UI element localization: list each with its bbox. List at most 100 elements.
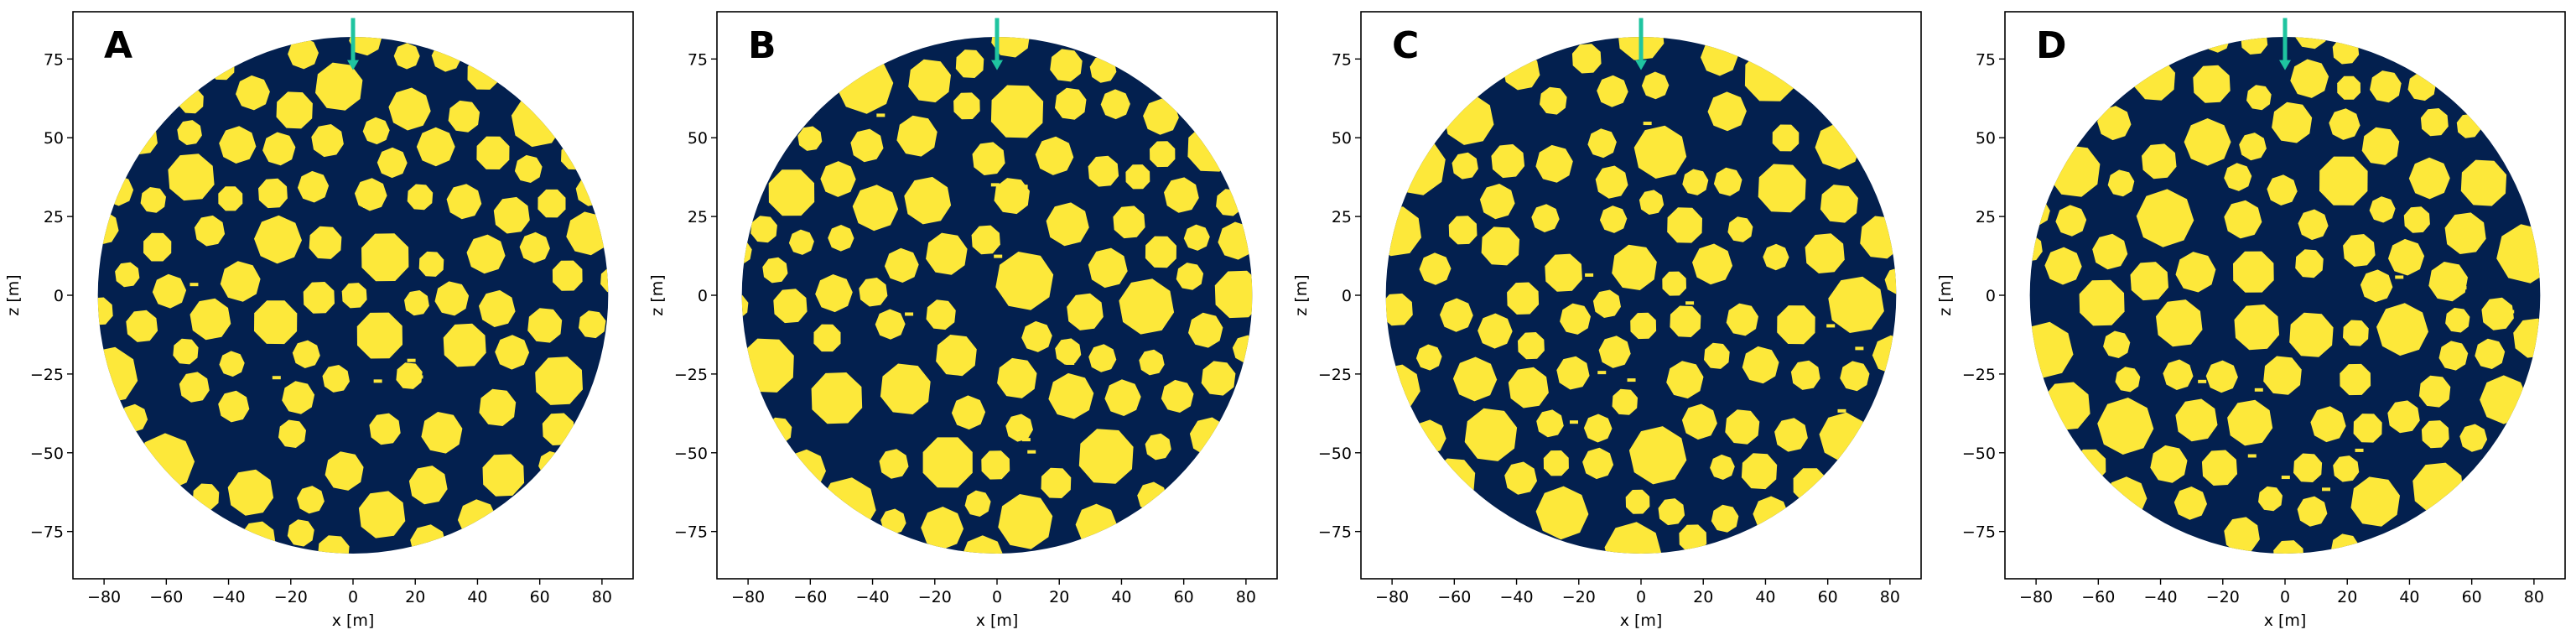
inclusion-grain [519, 232, 550, 263]
inclusion-grain [354, 178, 387, 211]
inclusion-grain [991, 37, 1031, 58]
inclusion-grain [2092, 233, 2128, 270]
inclusion-grain [236, 75, 270, 111]
inclusion-grain [2205, 360, 2238, 393]
inclusion-grain [1711, 504, 1739, 533]
inclusion-grain [1125, 164, 1150, 190]
inclusion-grain [358, 491, 406, 539]
y-tick-label: 50 [1332, 129, 1352, 148]
inclusion-grain [2227, 399, 2273, 446]
x-tick-label: 0 [1636, 588, 1646, 606]
inclusion-grain [1531, 204, 1560, 232]
inclusion-grain [2460, 159, 2507, 206]
inclusion-grain [2343, 320, 2369, 346]
inclusion-grain [2184, 118, 2231, 166]
inclusion-grain [311, 124, 344, 158]
inclusion-grain [1504, 461, 1537, 495]
inclusion-grain [1633, 125, 1687, 179]
x-tick-label: −20 [918, 588, 952, 606]
inclusion-grain [2272, 101, 2313, 143]
inclusion-grain [1464, 408, 1518, 461]
x-tick-label: 80 [2524, 588, 2544, 606]
inclusion-grain [2224, 517, 2260, 554]
inclusion-grain [1741, 453, 1778, 490]
inclusion-grain [1201, 361, 1236, 396]
inclusions [1385, 37, 1897, 554]
x-tick-label: 0 [2280, 588, 2290, 606]
inclusion-fragment [990, 183, 1000, 187]
inclusion-fragment [994, 254, 1003, 258]
inclusion-grain [1478, 313, 1513, 349]
inclusion-fragment [2506, 310, 2515, 314]
inclusion-grain [1641, 71, 1670, 100]
inclusion-grain [908, 59, 951, 103]
inclusion-grain [2340, 363, 2371, 396]
inclusion-grain [297, 486, 325, 514]
inclusion-grain [1774, 418, 1808, 452]
x-tick-label: 20 [1049, 588, 1069, 606]
inclusion-grain [2353, 414, 2382, 443]
inclusion-grain [600, 267, 609, 293]
x-tick-label: 40 [1755, 588, 1775, 606]
inclusion-grain [1088, 344, 1117, 372]
inclusion-grain [421, 412, 463, 454]
y-tick-label: −75 [1962, 523, 1996, 542]
y-tick-label: 50 [1976, 129, 1996, 148]
inclusion-grain [990, 85, 1044, 138]
inclusion-grain [2428, 262, 2468, 302]
inclusion-grain [1055, 87, 1087, 120]
inclusion-fragment [938, 187, 948, 191]
inclusion-grain [1805, 233, 1845, 273]
y-tick-label: −50 [1962, 445, 1996, 463]
inclusion-grain [448, 100, 480, 133]
inclusion-grain [2193, 65, 2231, 103]
inclusion-grain [2107, 169, 2135, 197]
y-axis-label: z [m] [1936, 274, 1955, 315]
inclusion-grain [97, 297, 113, 325]
x-tick-label: −80 [731, 588, 765, 606]
inclusion-grain [820, 161, 856, 197]
inclusion-grain [1183, 224, 1210, 251]
y-tick-label: 0 [698, 287, 708, 305]
inclusion-grain [2142, 143, 2177, 180]
inclusion-grain [535, 356, 583, 405]
inclusion-grain [1704, 342, 1730, 369]
inclusion-fragment [1585, 273, 1594, 277]
inclusion-grain [1725, 409, 1760, 445]
inclusion-grain [1777, 305, 1815, 345]
inclusion-grain [2370, 70, 2402, 103]
inclusion-fragment [1685, 301, 1695, 305]
inclusion-grain [179, 372, 210, 403]
inclusion-grain [773, 289, 808, 324]
inclusion-grain [1840, 361, 1870, 392]
y-tick-label: 25 [1976, 208, 1996, 226]
y-tick-label: 0 [1342, 287, 1352, 305]
inclusion-grain [514, 154, 543, 183]
inclusion-grain [926, 232, 968, 275]
inclusion-fragment [1855, 346, 1864, 351]
x-axis-label: x [m] [976, 611, 1019, 630]
inclusion-grain [2459, 424, 2488, 452]
inclusion-grain [997, 357, 1037, 398]
inclusion-grain [1145, 433, 1171, 460]
x-tick-label: −80 [2019, 588, 2053, 606]
inclusion-grain [2150, 445, 2188, 483]
inclusion-fragment [414, 375, 423, 379]
inclusion-grain [190, 298, 231, 341]
x-tick-label: −40 [2144, 588, 2178, 606]
inclusion-grain [1508, 367, 1549, 408]
inclusion-grain [1753, 496, 1789, 533]
inclusion-grain [1772, 124, 1800, 152]
inclusion-grain [1744, 49, 1796, 101]
x-tick-label: 0 [348, 588, 358, 606]
inclusion-grain [1639, 190, 1665, 215]
inclusion-grain [1188, 312, 1223, 348]
inclusion-grain [1104, 379, 1141, 416]
x-tick-label: 0 [992, 588, 1002, 606]
inclusion-grain [356, 312, 402, 359]
panel-label: A [104, 24, 132, 67]
inclusion-grain [998, 494, 1053, 549]
inclusion-grain [1415, 344, 1442, 371]
inclusion-grain [2258, 486, 2283, 512]
inclusion-grain [2319, 156, 2368, 206]
